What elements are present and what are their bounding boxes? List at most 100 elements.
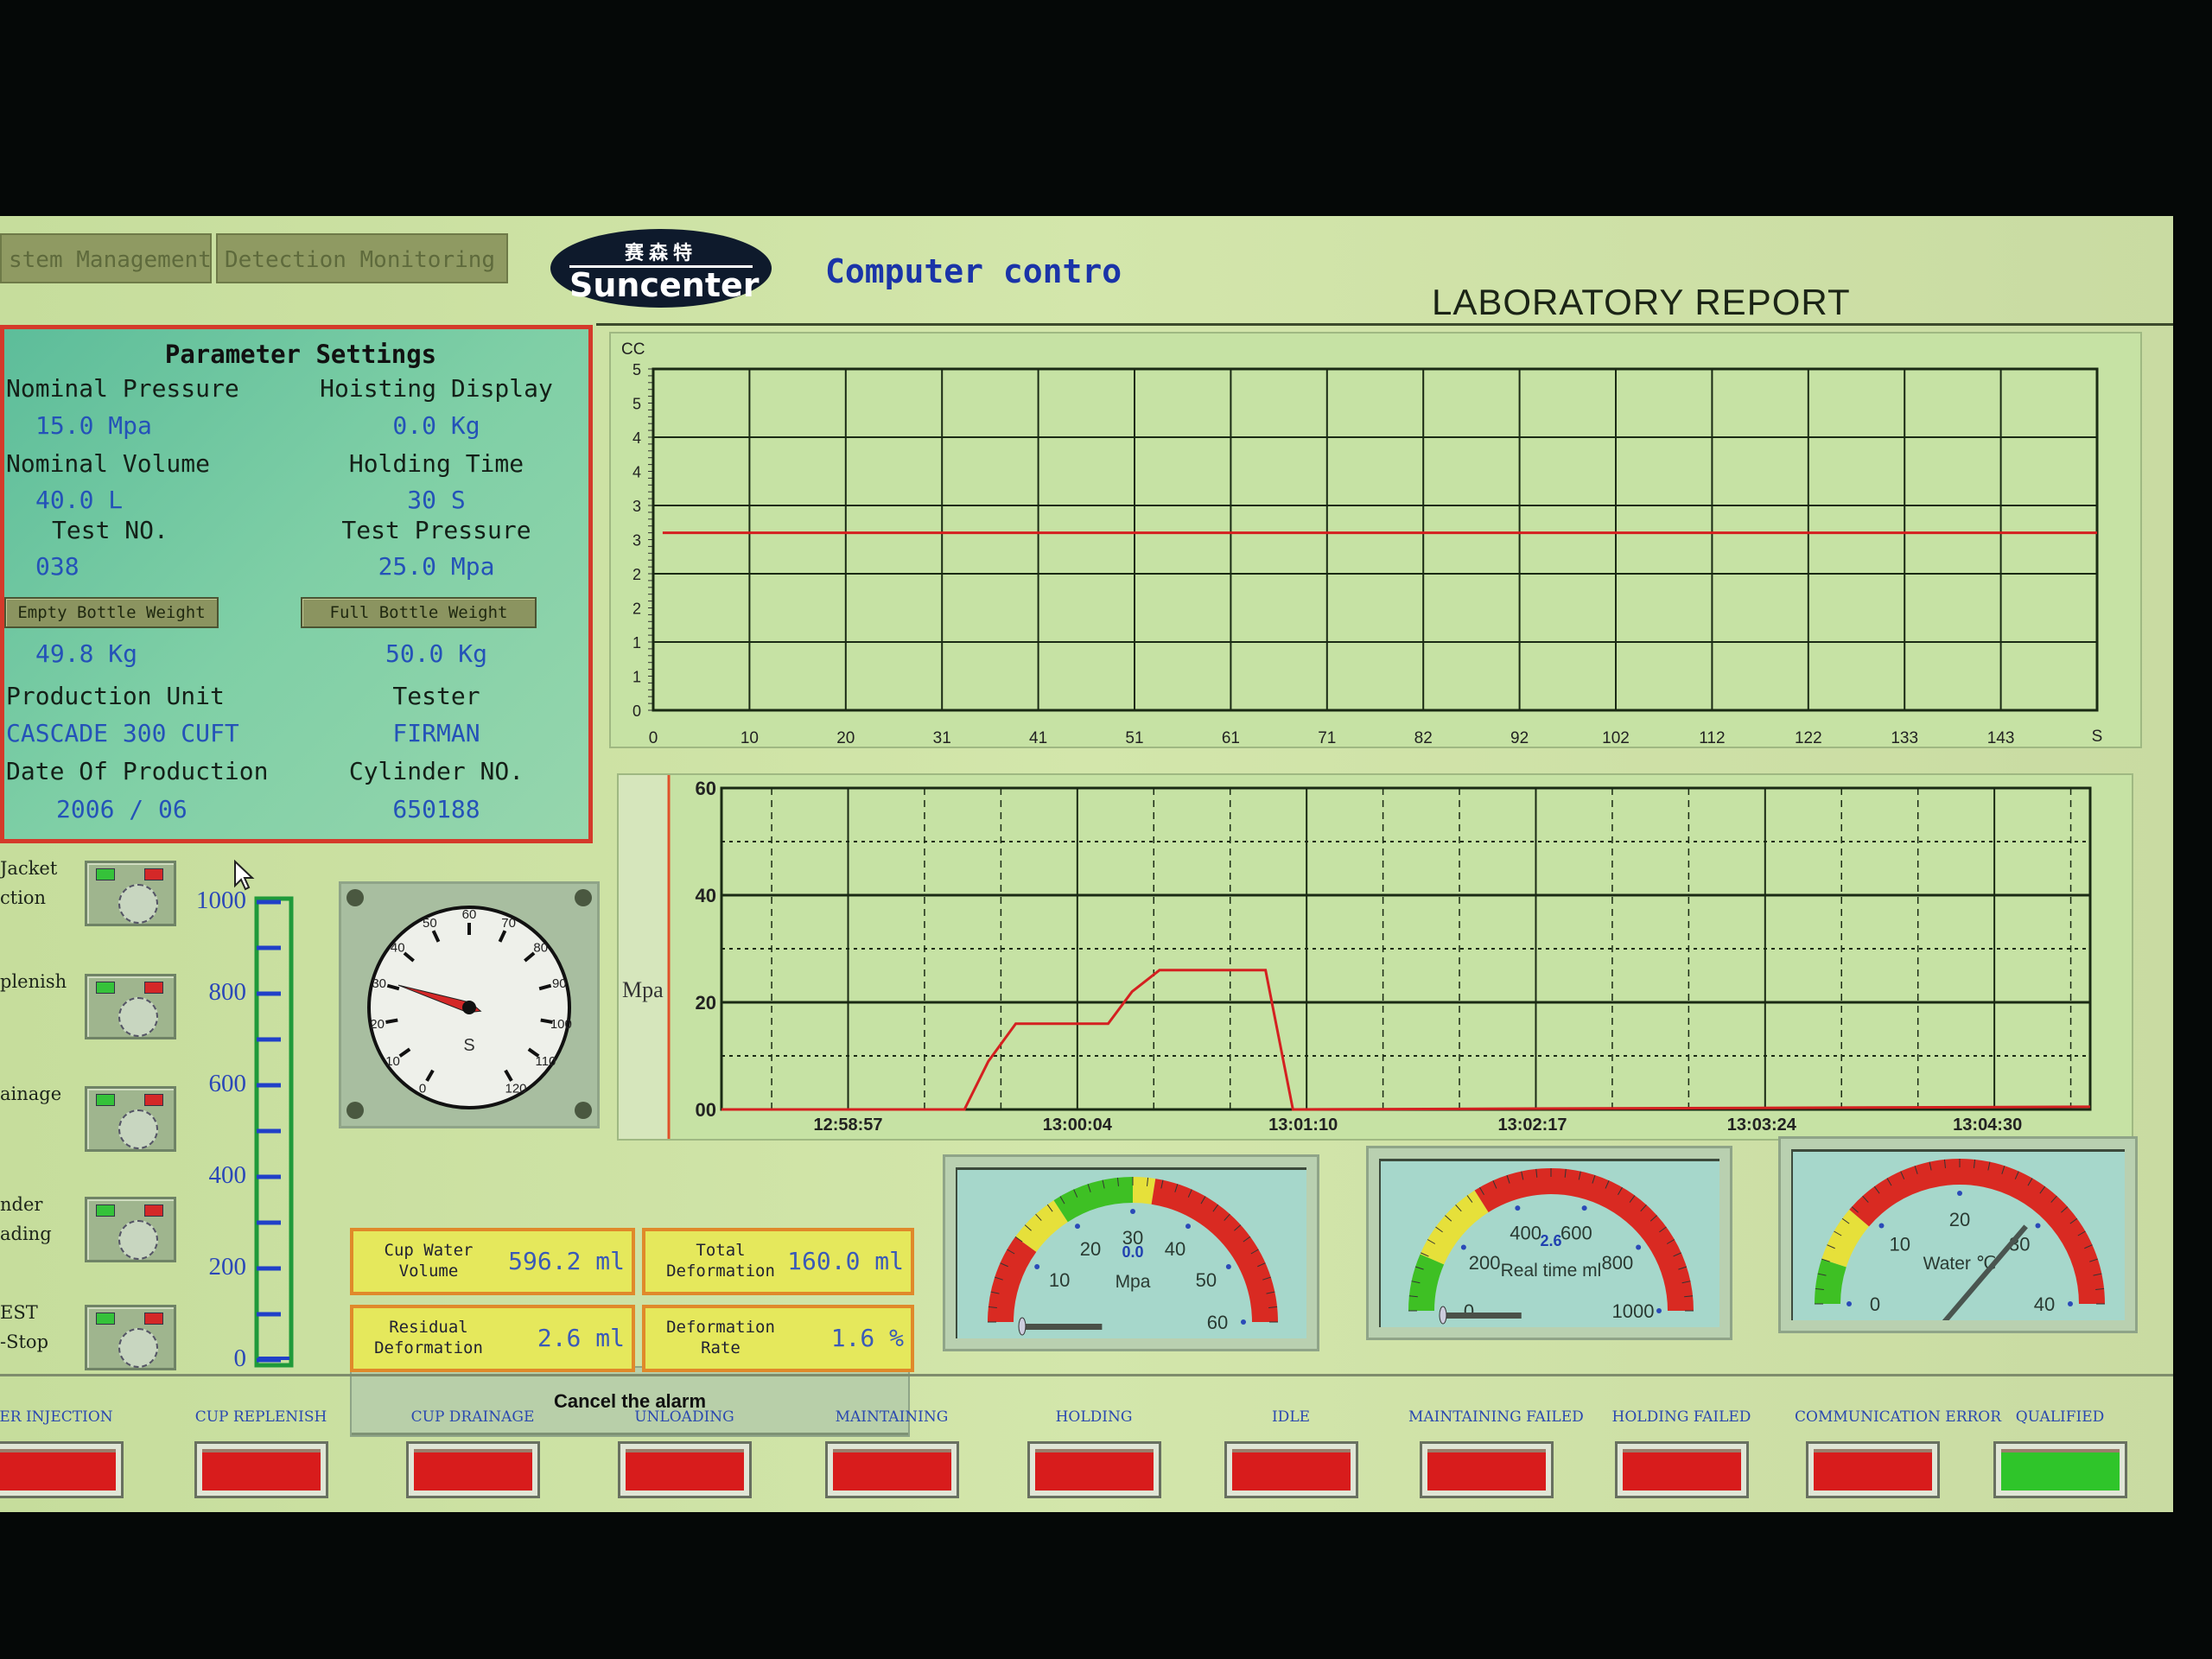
off-indicator-icon [144, 982, 163, 994]
gauge-tick-label: 20 [1080, 1238, 1101, 1260]
gauge: 10 20 30 40 50 60 Mpa 0.0 [956, 1167, 1306, 1338]
tab-system-management[interactable]: stem Management [0, 233, 212, 283]
readout-value: 160.0 ml [787, 1247, 904, 1275]
valve-switch[interactable] [85, 1086, 176, 1152]
x-tick-label: 92 [1510, 729, 1529, 747]
valve-switch[interactable] [85, 974, 176, 1039]
full-bottle-weight-button[interactable]: Full Bottle Weight [301, 597, 537, 628]
param-value: 038 [35, 552, 79, 581]
gauge-minor-tick [990, 1291, 1000, 1294]
x-tick-label: 10 [741, 729, 759, 747]
status-lamp [194, 1441, 328, 1498]
x-tick-label: 31 [933, 729, 951, 747]
status-light: ER INJECTION [0, 1408, 134, 1498]
gauge-minor-tick [1678, 1266, 1688, 1270]
status-light: HOLDING [1016, 1408, 1172, 1498]
gauge-minor-tick [1851, 1206, 1859, 1213]
chart-svg: 0 10 20 31 41 51 61 71 82 92 102 112 122 133 143 S01122… [621, 340, 2102, 747]
app-title: Computer contro [825, 252, 1122, 290]
tab-detection-monitoring[interactable]: Detection Monitoring [216, 233, 508, 283]
gauge-minor-tick [2014, 1171, 2019, 1179]
dial-label: 50 [423, 916, 437, 931]
x-tick-label: 133 [1891, 729, 1918, 747]
gauge-tick-dot [1581, 1205, 1587, 1211]
dial-tick [385, 1018, 398, 1024]
param-label: Test Pressure [341, 516, 531, 544]
scale-label: 0 [233, 1344, 247, 1372]
rotary-knob-icon[interactable] [118, 997, 158, 1037]
gauge-minor-tick [1684, 1295, 1694, 1298]
param-label: Date Of Production [6, 757, 269, 785]
dial-tick [498, 930, 507, 943]
status-light: CUP REPLENISH [183, 1408, 339, 1498]
gauge-minor-tick [1046, 1204, 1053, 1212]
x-tick-label: 13:01:10 [1268, 1116, 1338, 1135]
x-tick-label: 12:58:57 [813, 1116, 882, 1135]
x-tick-label: 71 [1318, 729, 1336, 747]
gauge-tick-label: 0 [1870, 1294, 1880, 1315]
dial-tick [538, 983, 552, 991]
gauge-minor-tick [1521, 1171, 1524, 1180]
param-label: Nominal Pressure [6, 374, 239, 403]
gauge-minor-tick [1014, 1236, 1023, 1243]
gauge-tick-dot [1460, 1244, 1466, 1250]
x-tick-label: 102 [1602, 729, 1630, 747]
gauge-slider-handle[interactable] [1439, 1306, 1447, 1325]
y-axis-label: CC [621, 340, 645, 359]
param-value: 40.0 L [35, 486, 124, 514]
empty-bottle-weight-button[interactable]: Empty Bottle Weight [4, 597, 219, 628]
mouse-cursor-icon [234, 860, 255, 891]
gauge-minor-tick [1578, 1171, 1581, 1180]
gauge-segment [1151, 1179, 1278, 1322]
gauge-minor-tick [1234, 1224, 1242, 1231]
status-lamp-fill [413, 1449, 532, 1491]
gauge-tick-dot [1241, 1319, 1246, 1325]
status-lamp [824, 1441, 959, 1498]
gauge-panel: 10 20 30 40 50 60 Mpa 0.0 [943, 1154, 1319, 1351]
switch-label: ainage [0, 1084, 62, 1104]
rotary-knob-icon[interactable] [118, 1220, 158, 1260]
param-label: Hoisting Display [320, 374, 553, 403]
gauge-minor-tick [1266, 1291, 1275, 1294]
rotary-knob-icon[interactable] [118, 1109, 158, 1149]
gauge-slider-handle[interactable] [1018, 1317, 1027, 1336]
valve-switch[interactable] [85, 861, 176, 926]
y-axis-label: Mpa [622, 977, 664, 1002]
status-light: MAINTAINING FAILED [1408, 1408, 1584, 1498]
readout-box: Deformation Rate 1.6 % [642, 1305, 914, 1372]
gauge-minor-tick [1974, 1159, 1976, 1168]
rotary-knob-icon[interactable] [118, 1328, 158, 1368]
gauge-minor-tick [1929, 1161, 1932, 1171]
y-tick-label: 2 [632, 601, 641, 618]
param-value: 49.8 Kg [35, 639, 138, 668]
valve-switch[interactable] [85, 1197, 176, 1262]
gauge-minor-tick [2084, 1244, 2093, 1249]
gauge-slider-track [1022, 1324, 1103, 1330]
dial-label: 30 [372, 976, 386, 991]
valve-switch[interactable] [85, 1305, 176, 1370]
x-tick-label: 143 [1987, 729, 2015, 747]
readout-value: 1.6 % [830, 1324, 904, 1352]
gauge-minor-tick [2050, 1195, 2057, 1203]
readout-box: Cup Water Volume 596.2 ml [350, 1228, 635, 1295]
gauge-segment [1849, 1159, 2105, 1304]
dial-label: 70 [501, 916, 516, 931]
gauge-minor-tick [2093, 1273, 2102, 1276]
gauge-minor-tick [2095, 1287, 2105, 1290]
y-tick-label: 5 [632, 396, 641, 413]
pressure-chart: Mpa 12:58:57 13:00:04 13:01:10 13:02:17 13:03… [617, 773, 2133, 1141]
status-light: IDLE [1213, 1408, 1369, 1498]
switch-label: plenish [0, 971, 67, 992]
rotary-knob-icon[interactable] [118, 884, 158, 924]
gauge-tick-label: 20 [1949, 1209, 1970, 1230]
status-lamp-fill [1622, 1449, 1741, 1491]
status-label: CUP DRAINAGE [410, 1408, 535, 1426]
status-light: MAINTAINING [814, 1408, 969, 1498]
readout-value: 596.2 ml [508, 1247, 625, 1275]
status-lamp [1419, 1441, 1554, 1498]
series-line [721, 969, 2091, 1111]
param-label: Test NO. [52, 516, 168, 544]
gauge-minor-tick [1087, 1184, 1091, 1192]
param-value: 2006 / 06 [56, 795, 188, 823]
off-indicator-icon [144, 1313, 163, 1325]
